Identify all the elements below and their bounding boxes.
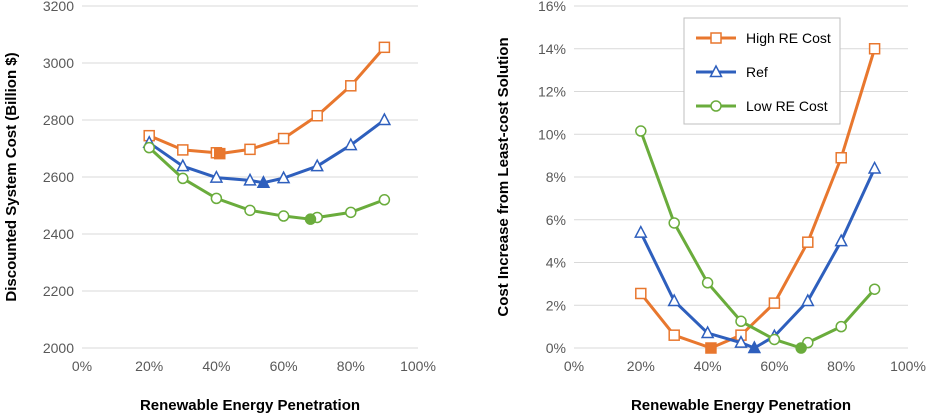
x-tick-label: 60% <box>270 358 298 374</box>
data-point <box>177 172 189 185</box>
data-point <box>344 137 358 151</box>
x-tick-label: 0% <box>564 358 584 374</box>
optimum-point <box>214 147 226 160</box>
optimum-point <box>256 175 271 188</box>
x-tick-label: 20% <box>135 358 163 374</box>
data-point <box>835 320 847 333</box>
data-point <box>768 297 781 309</box>
data-point <box>835 152 847 164</box>
y-axis-title: Discounted System Cost (Billion $) <box>3 52 20 301</box>
data-point <box>802 236 814 248</box>
data-point <box>668 329 680 341</box>
legend-swatch-marker <box>709 64 723 78</box>
x-tick-label: 40% <box>202 358 230 374</box>
data-point <box>244 143 256 156</box>
data-point <box>378 41 391 54</box>
legend-item: High RE Cost <box>696 30 831 46</box>
data-point <box>243 172 257 186</box>
x-tick-label: 100% <box>400 358 436 374</box>
y-tick-label: 3000 <box>43 55 74 71</box>
data-point <box>867 160 882 174</box>
data-point <box>635 125 647 137</box>
x-axis-title: Renewable Energy Penetration <box>140 397 360 414</box>
legend-label: Ref <box>746 64 768 80</box>
series-line <box>639 48 877 350</box>
legend-item: Ref <box>696 64 768 80</box>
data-point <box>377 112 392 126</box>
data-point <box>210 192 223 205</box>
series-low-re-cost <box>143 141 391 225</box>
x-tick-label: 80% <box>337 358 365 374</box>
data-point <box>667 293 681 307</box>
series-high-re-cost <box>143 41 391 160</box>
data-point <box>635 287 647 300</box>
optimum-point <box>795 342 807 354</box>
x-tick-label: 0% <box>72 358 92 374</box>
legend-item: Low RE Cost <box>696 98 828 114</box>
y-tick-label: 2400 <box>43 226 74 242</box>
x-tick-label: 80% <box>827 358 855 374</box>
data-point <box>668 217 680 229</box>
data-point <box>176 158 190 172</box>
data-point <box>277 210 290 222</box>
data-point <box>143 141 155 154</box>
data-point <box>244 204 256 217</box>
y-tick-label: 2600 <box>43 169 74 185</box>
data-point <box>177 144 189 156</box>
y-tick-label: 0% <box>546 340 566 356</box>
y-tick-label: 2% <box>546 297 566 313</box>
x-tick-label: 100% <box>890 358 926 374</box>
legend-swatch-marker <box>710 100 722 112</box>
data-point <box>834 233 848 247</box>
data-point <box>768 333 781 346</box>
data-point <box>868 43 881 55</box>
y-tick-label: 6% <box>546 212 566 228</box>
optimum-point <box>304 213 317 225</box>
y-tick-label: 4% <box>546 255 566 271</box>
data-point <box>700 325 715 339</box>
y-tick-label: 12% <box>538 84 566 100</box>
optimum-point <box>747 340 762 354</box>
data-point <box>310 158 324 172</box>
y-tick-label: 2200 <box>43 283 74 299</box>
x-axis-title: Renewable Energy Penetration <box>631 397 851 414</box>
x-tick-label: 60% <box>760 358 788 374</box>
y-tick-label: 14% <box>538 41 566 57</box>
right-chart: 0% 2% 4% 6% 8% 10% 12% 14% 16% 0% 20% 40% 60% 80% 100%… <box>495 0 926 414</box>
x-tick-label: 20% <box>627 358 655 374</box>
data-point <box>276 170 291 184</box>
x-tick-label: 40% <box>694 358 722 374</box>
y-tick-label: 8% <box>546 169 566 185</box>
y-tick-label: 16% <box>538 0 566 14</box>
data-point <box>277 132 290 145</box>
data-point <box>701 277 714 289</box>
legend: High RE Cost Ref Low RE Cost <box>683 17 841 125</box>
y-tick-label: 3200 <box>43 0 74 14</box>
data-point <box>378 194 391 206</box>
legend-label: High RE Cost <box>746 30 831 46</box>
data-point <box>345 80 357 92</box>
y-axis-title: Cost Increase from Least-cost Solution <box>495 37 512 316</box>
y-tick-label: 2800 <box>43 112 74 128</box>
optimum-point <box>705 342 717 354</box>
left-chart: 2000 2200 2400 2600 2800 3000 3200 0% 20% 40% 60% 8… <box>3 0 436 414</box>
data-point <box>734 335 748 348</box>
data-point <box>868 283 881 295</box>
data-point <box>735 315 747 328</box>
y-tick-label: 10% <box>538 126 566 142</box>
y-tick-label: 2000 <box>43 340 74 356</box>
data-point <box>311 109 323 122</box>
legend-swatch-marker <box>710 32 722 44</box>
data-point <box>634 224 648 238</box>
series-low-re-cost <box>635 125 881 354</box>
data-point <box>801 293 815 307</box>
data-point <box>345 206 357 219</box>
data-point <box>209 169 224 183</box>
legend-label: Low RE Cost <box>746 98 828 114</box>
